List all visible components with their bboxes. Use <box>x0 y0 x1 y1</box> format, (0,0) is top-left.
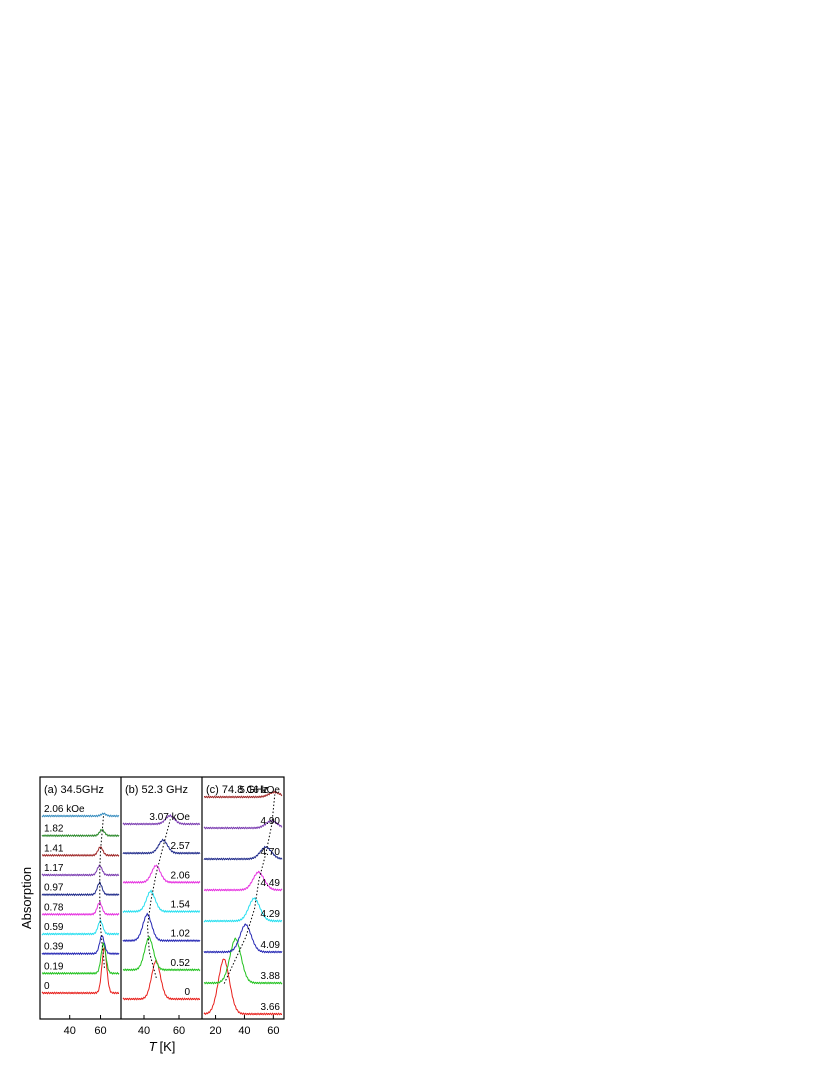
series-line-3-88 <box>203 937 283 985</box>
series-label-0-19: 0.19 <box>44 961 64 972</box>
series-label-1-82: 1.82 <box>44 824 64 835</box>
panel-title: (b) 52.3 GHz <box>125 784 188 796</box>
series-label-0-52: 0.52 <box>171 958 191 969</box>
series-label-1-02: 1.02 <box>171 929 191 940</box>
series-label-1-54: 1.54 <box>171 900 191 911</box>
series-line-1-54 <box>122 889 201 914</box>
series-line-1-02 <box>122 912 201 943</box>
x-axis-label-symbol: T <box>149 1039 158 1054</box>
series-line-0-52 <box>122 935 201 972</box>
series-label-1-41: 1.41 <box>44 843 64 854</box>
series-label-5-16-kOe: 5.16 kOe <box>239 785 280 796</box>
y-axis-label: Absorption <box>19 867 34 929</box>
series-line-0-59 <box>41 919 120 936</box>
series-line-1-17 <box>41 864 120 877</box>
series-label-1-17: 1.17 <box>44 863 64 874</box>
x-tick-label: 40 <box>138 1025 150 1037</box>
series-label-2-06: 2.06 <box>171 870 191 881</box>
series-line-0 <box>122 958 200 1001</box>
series-label-0-78: 0.78 <box>44 902 64 913</box>
series-label-4-29: 4.29 <box>261 909 281 920</box>
series-line-0-97 <box>41 880 120 897</box>
x-axis-label: T [K] <box>149 1039 176 1054</box>
series-label-4-49: 4.49 <box>261 878 281 889</box>
series-line-3-66 <box>203 958 282 1016</box>
series-line-4-49 <box>203 870 283 892</box>
plot-frame <box>39 776 285 1020</box>
series-line-0-19 <box>41 942 120 976</box>
series-line-4-29 <box>203 897 283 923</box>
series-line-0-78 <box>41 901 120 917</box>
series-label-0: 0 <box>44 981 50 992</box>
x-tick-label: 40 <box>238 1025 250 1037</box>
series-line-2-57 <box>122 838 201 855</box>
series-label-3-07-kOe: 3.07 kOe <box>149 812 190 823</box>
series-line-3-07-kOe <box>122 813 201 826</box>
peak-guide-line <box>99 814 105 968</box>
peak-guide-line <box>223 794 276 984</box>
series-line-2-06-kOe <box>41 812 120 818</box>
panel-a: (a) 34.5GHz 40 60 0 0.19 0.39 0.59 0.78 0.97 1.17… <box>41 784 120 1037</box>
series-label-2-57: 2.57 <box>171 841 191 852</box>
panel-title: (a) 34.5GHz <box>44 784 104 796</box>
series-label-0: 0 <box>184 987 190 998</box>
series-line-4-09 <box>203 923 283 954</box>
series-label-4-70: 4.70 <box>261 847 281 858</box>
x-axis-label-unit: [K] <box>160 1039 176 1054</box>
x-tick-label: 60 <box>94 1025 106 1037</box>
series-line-4-90 <box>203 819 283 830</box>
panel-title: (c) 74.8 GHz <box>206 784 268 796</box>
series-line-2-06 <box>122 864 201 885</box>
series-line-0-39 <box>41 935 120 956</box>
series-line-1-41 <box>42 846 120 858</box>
x-tick-label: 60 <box>173 1025 185 1037</box>
series-label-3-88: 3.88 <box>261 971 281 982</box>
series-label-2-06-kOe: 2.06 kOe <box>44 804 85 815</box>
panel-b: (b) 52.3 GHz 40 60 0 0.52 1.02 1.54 2.06 2.57 3.0… <box>120 777 201 1037</box>
panel-c: (c) 74.8 GHz 20 40 60 3.66 3.88 4.09 4.29 4.49 4.… <box>201 777 283 1037</box>
x-tick-label: 40 <box>64 1025 76 1037</box>
series-line-5-16-kOe <box>204 790 283 799</box>
series-label-4-09: 4.09 <box>261 940 281 951</box>
series-label-4-90: 4.90 <box>261 816 281 827</box>
series-label-0-39: 0.39 <box>44 942 64 953</box>
series-label-3-66: 3.66 <box>261 1002 281 1013</box>
x-tick-label: 60 <box>267 1025 279 1037</box>
series-label-0-59: 0.59 <box>44 922 64 933</box>
series-line-4-70 <box>203 845 283 861</box>
series-label-0-97: 0.97 <box>44 883 64 894</box>
series-line-1-82 <box>41 828 120 838</box>
x-tick-label: 20 <box>209 1025 221 1037</box>
